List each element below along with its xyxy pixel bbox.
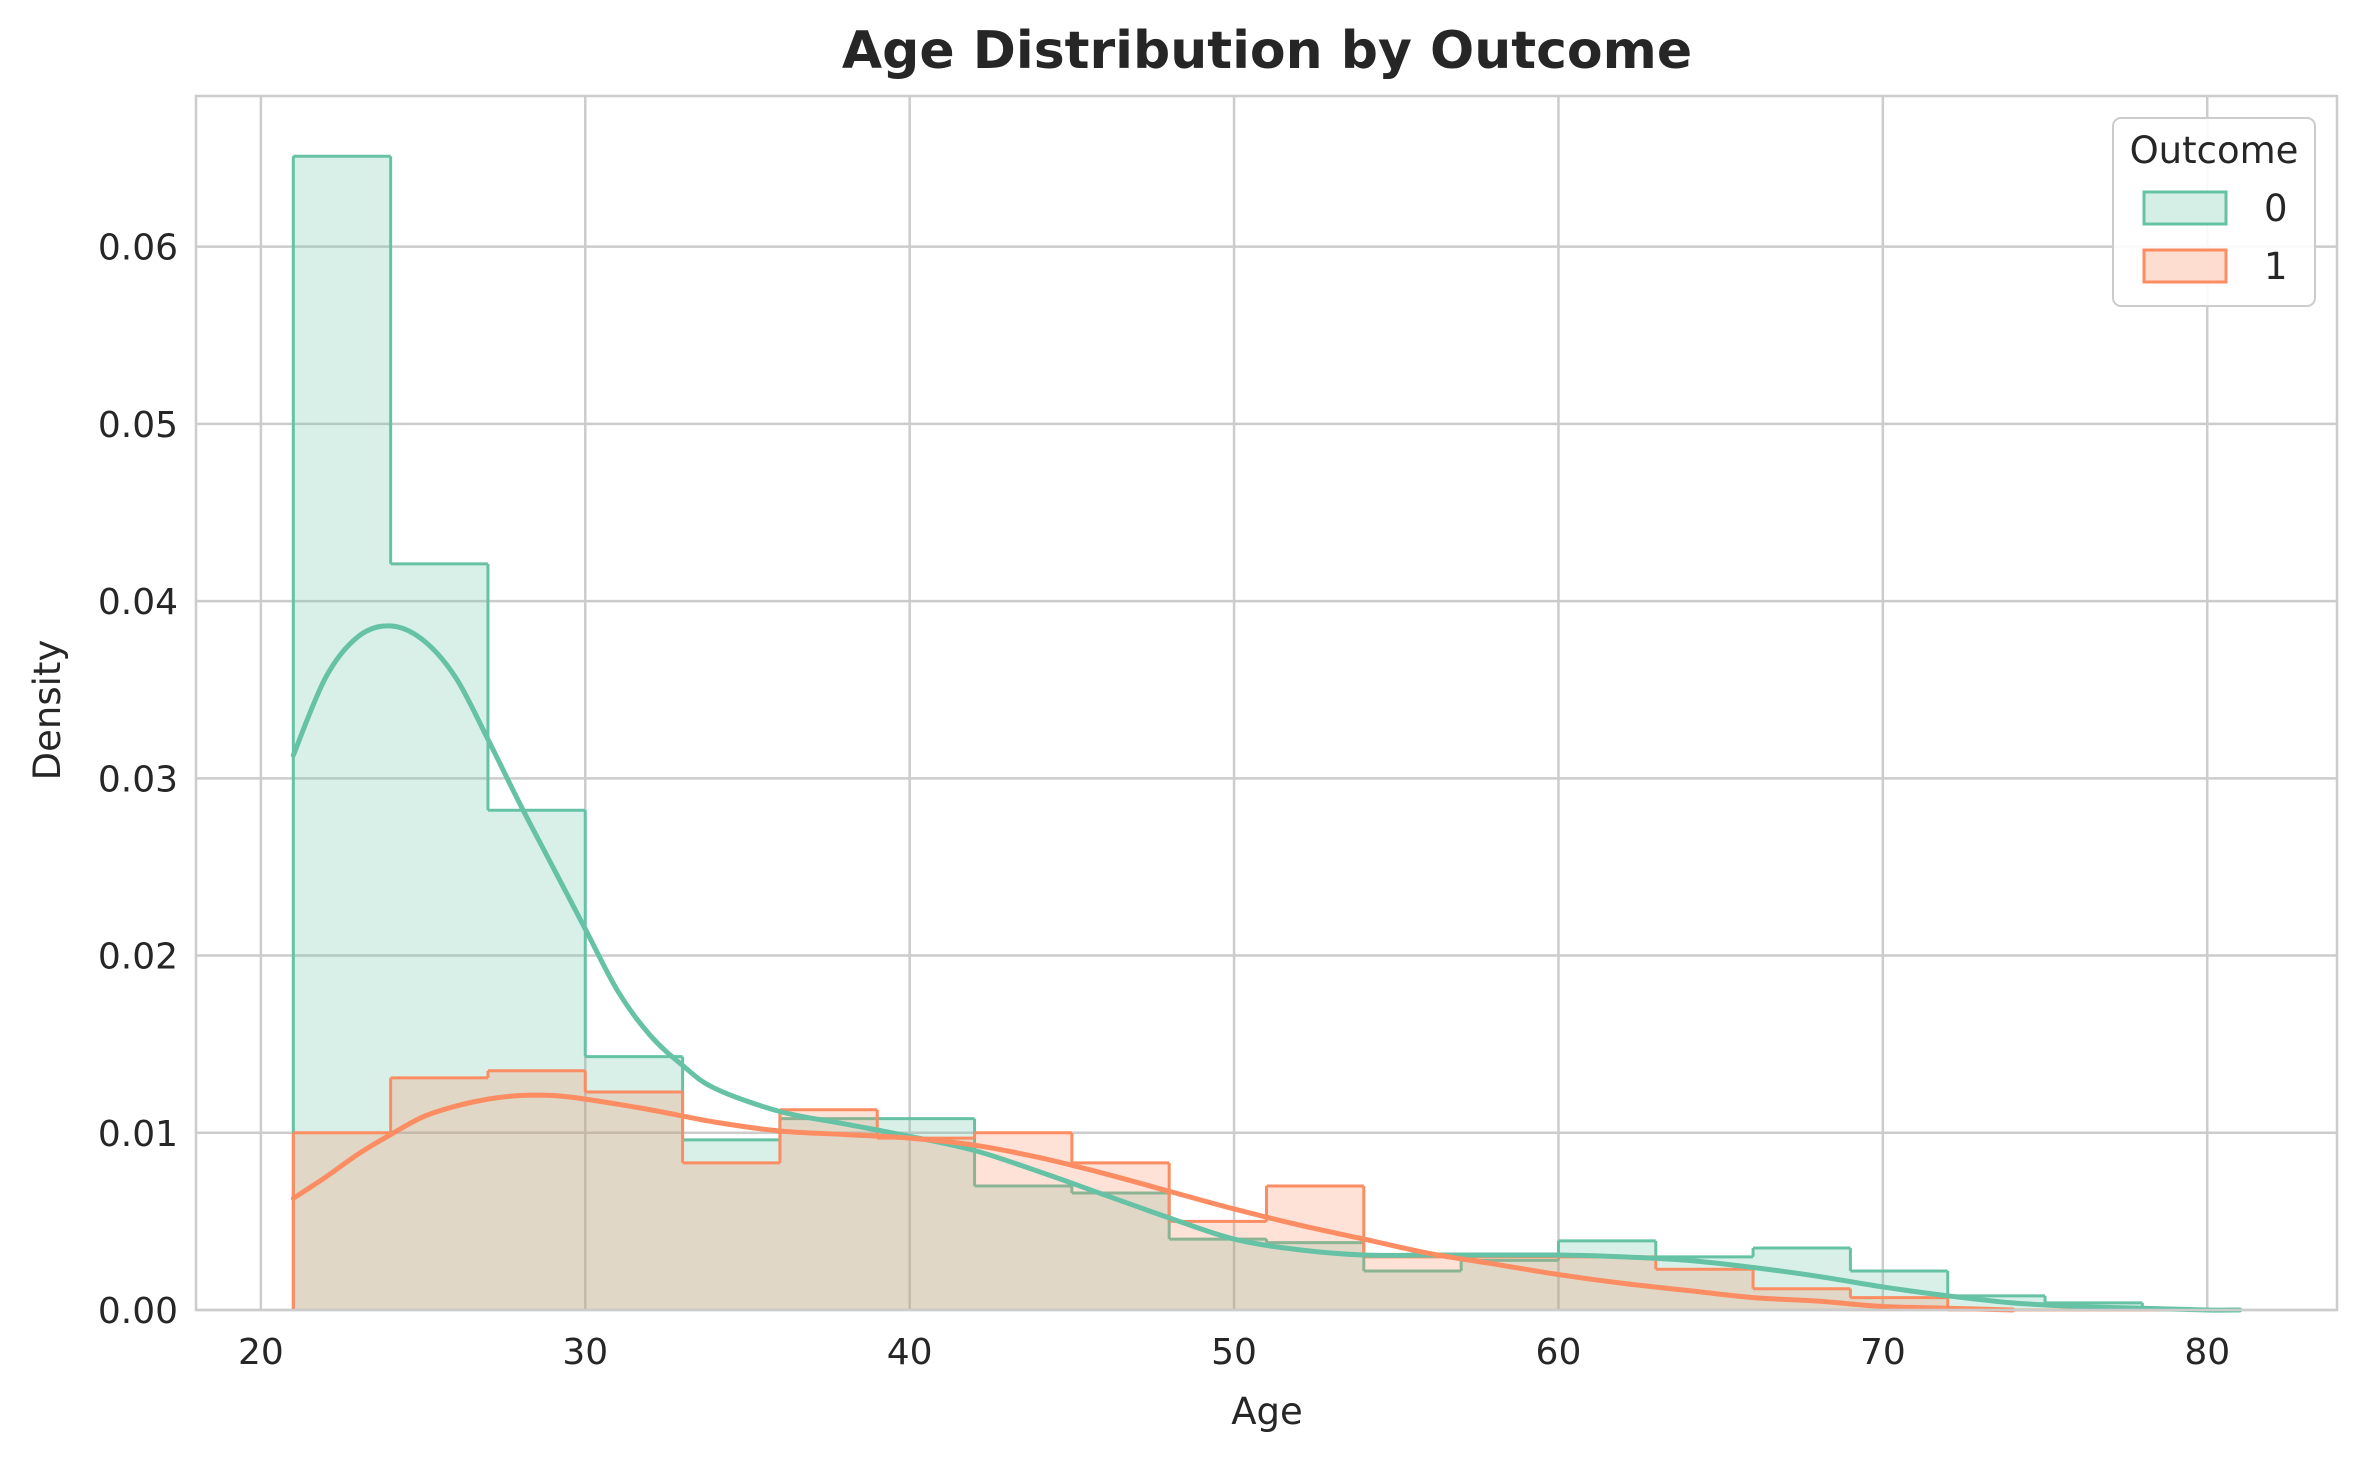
x-tick-label: 40	[887, 1332, 933, 1373]
x-axis-ticks: 20 30 40 50 60 70 80	[238, 1332, 2230, 1373]
x-tick-label: 50	[1211, 1332, 1257, 1373]
y-tick-label: 0.04	[98, 582, 178, 623]
legend-swatch-outcome-1	[2142, 248, 2228, 284]
y-axis-ticks: 0.00 0.01 0.02 0.03 0.04 0.05 0.06	[98, 228, 178, 1332]
x-tick-label: 30	[562, 1332, 608, 1373]
kde-curve-outcome-0	[290, 623, 2243, 1313]
y-tick-label: 0.06	[98, 228, 178, 269]
x-tick-label: 60	[1536, 1332, 1582, 1373]
legend-title: Outcome	[2130, 129, 2299, 172]
y-tick-label: 0.05	[98, 405, 178, 446]
y-tick-label: 0.02	[98, 937, 178, 978]
y-tick-label: 0.01	[98, 1114, 178, 1155]
hist-fill-outcome-0	[293, 156, 2240, 1310]
plot-frame	[194, 94, 2339, 1312]
kde-curve-outcome-1	[290, 1092, 2016, 1313]
x-tick-label: 20	[238, 1332, 284, 1373]
x-tick-label: 80	[2184, 1332, 2230, 1373]
legend-label-outcome-0: 0	[2264, 187, 2288, 230]
legend: Outcome 0 1	[2112, 117, 2316, 307]
y-tick-label: 0.03	[98, 759, 178, 800]
x-tick-label: 70	[1860, 1332, 1906, 1373]
chart-title: Age Distribution by Outcome	[842, 21, 1692, 81]
x-axis-label: Age	[1231, 1390, 1303, 1433]
y-tick-label: 0.00	[98, 1291, 178, 1332]
kde-layer	[290, 623, 2243, 1313]
y-axis-label: Density	[26, 640, 69, 781]
legend-swatch-outcome-0	[2142, 190, 2228, 226]
legend-label-outcome-1: 1	[2264, 245, 2288, 288]
